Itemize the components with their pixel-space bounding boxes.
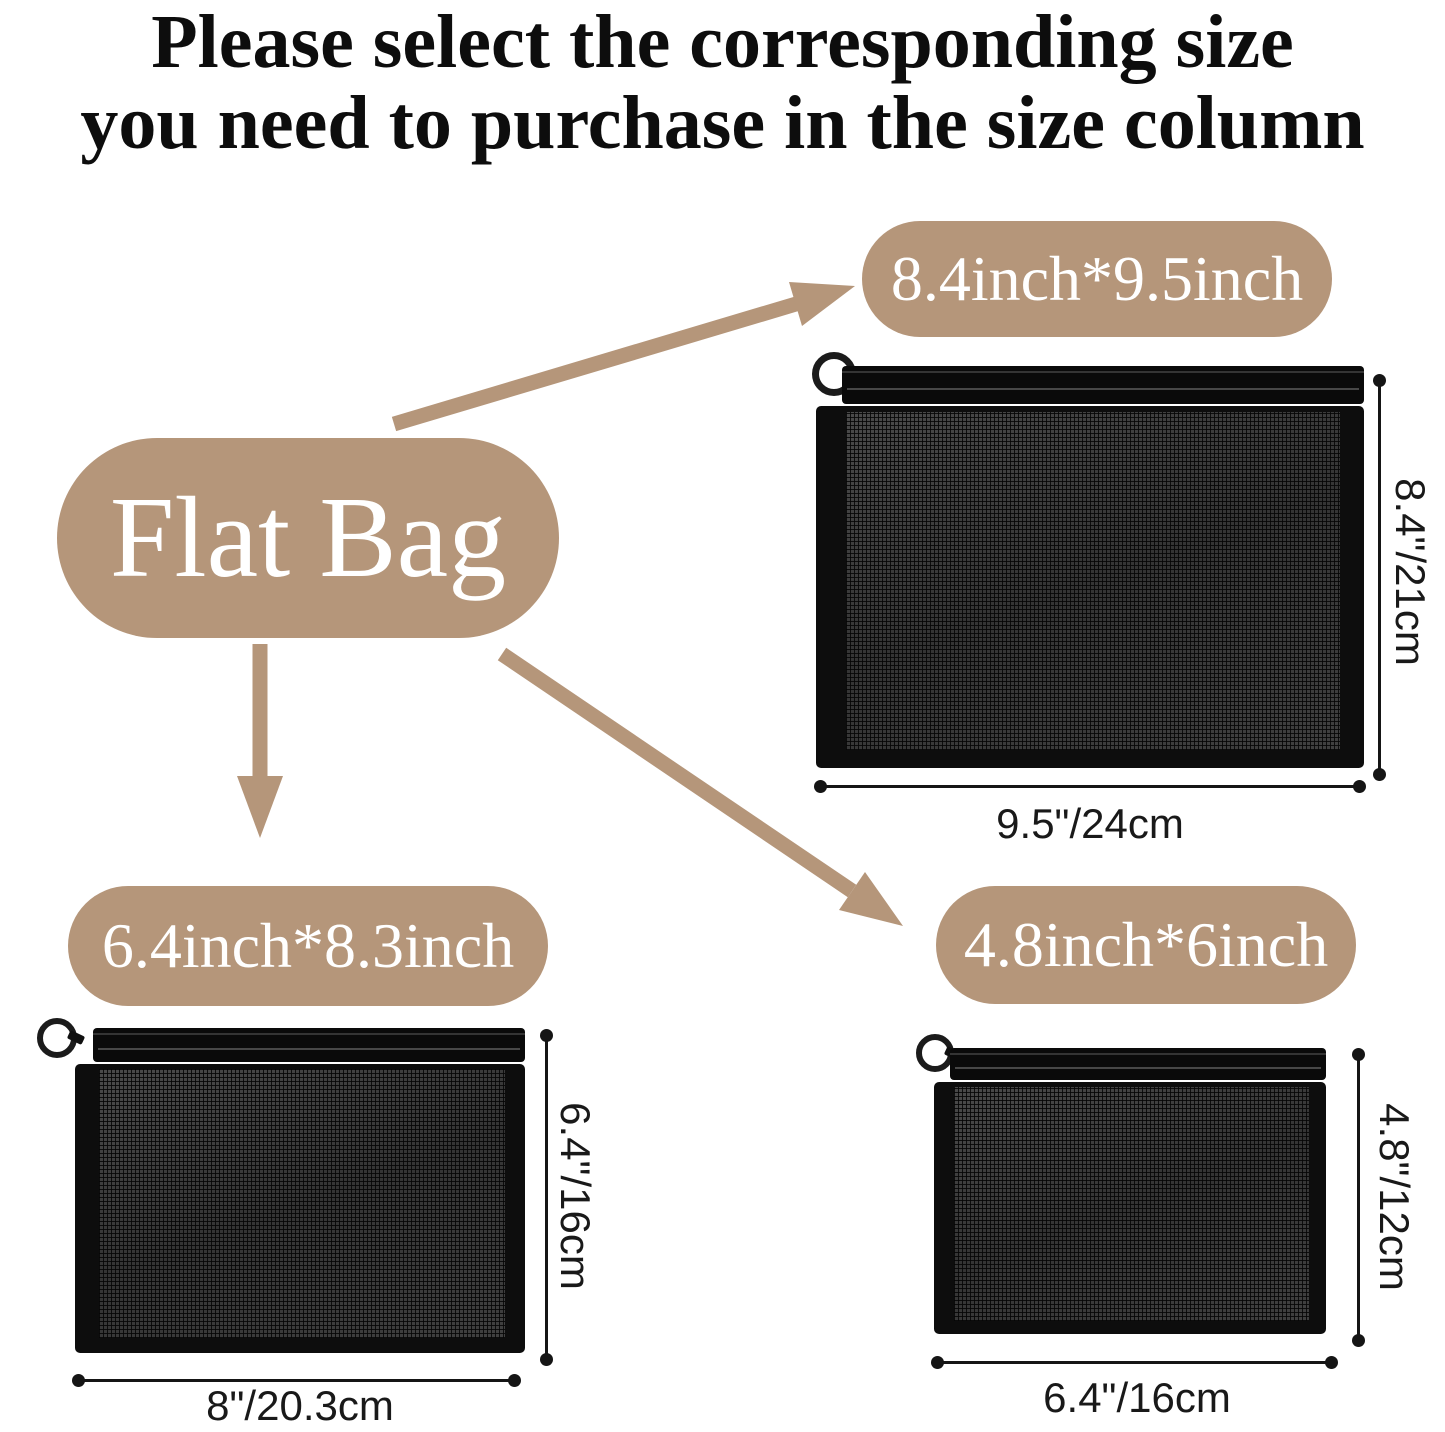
page-title: Please select the corresponding size you…: [0, 2, 1445, 164]
medium-height-dimension-line: [540, 1029, 553, 1366]
large-width-dimension-label: 9.5"/24cm: [996, 800, 1184, 847]
page-title-line-2: you need to purchase in the size column: [80, 81, 1365, 165]
medium-height-dimension-label: 6.4"/16cm: [552, 1102, 599, 1290]
bag-panel: [934, 1082, 1326, 1334]
mesh-texture: [846, 412, 1340, 750]
arrow-to-large-badge: [391, 282, 855, 432]
small-width-dimension-label: 6.4"/16cm: [1043, 1374, 1231, 1421]
small-height-dimension-label: 4.8"/12cm: [1371, 1103, 1418, 1291]
small-height-dimension-line: [1352, 1048, 1365, 1347]
medium-width-dimension-label: 8"/20.3cm: [206, 1382, 394, 1429]
bag-photo-large: [812, 352, 1364, 768]
arrow-to-medium-badge: [237, 644, 283, 838]
size-badge-medium: 6.4inch*8.3inch: [68, 886, 548, 1006]
mesh-texture: [954, 1087, 1309, 1321]
zipper-strip: [950, 1048, 1326, 1080]
zipper-strip: [93, 1028, 525, 1062]
bag-photo-small: [916, 1034, 1326, 1334]
medium-width-dimension-line: [72, 1374, 521, 1387]
large-width-dimension-line: [814, 780, 1366, 793]
small-width-dimension-line: [931, 1356, 1338, 1369]
bag-panel: [816, 406, 1364, 768]
zipper-ring-icon: [916, 1034, 954, 1072]
flat-bag-label: Flat Bag: [57, 438, 559, 638]
large-height-dimension-line: [1373, 374, 1386, 781]
page-title-line-1: Please select the corresponding size: [151, 0, 1294, 84]
size-badge-large: 8.4inch*9.5inch: [862, 221, 1332, 337]
zipper-ring-icon: [37, 1018, 77, 1058]
bag-photo-medium: [37, 1018, 525, 1353]
bag-panel: [75, 1064, 525, 1353]
mesh-texture: [99, 1069, 505, 1338]
size-badge-small: 4.8inch*6inch: [936, 886, 1356, 1004]
zipper-strip: [842, 366, 1364, 404]
large-height-dimension-label: 8.4"/21cm: [1387, 478, 1434, 666]
